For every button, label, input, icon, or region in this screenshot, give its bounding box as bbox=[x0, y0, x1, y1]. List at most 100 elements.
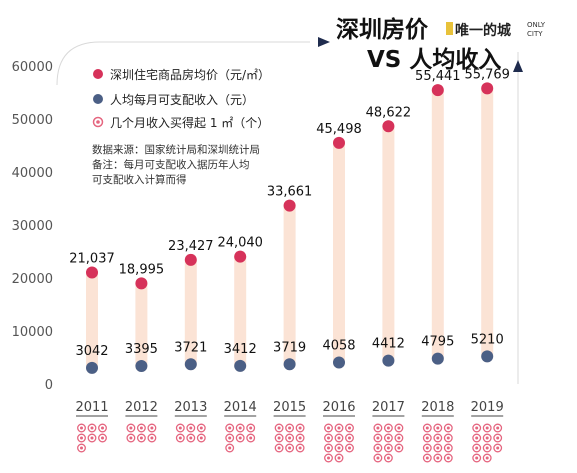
income-point bbox=[234, 359, 247, 372]
range-bars bbox=[86, 82, 494, 374]
brand-tag-bottom: CITY bbox=[527, 30, 543, 38]
price-point bbox=[481, 82, 494, 95]
price-value-label: 55,441 bbox=[415, 69, 461, 84]
month-ring-dot bbox=[327, 426, 330, 430]
month-ring-dot bbox=[376, 426, 380, 430]
income-point bbox=[431, 352, 444, 365]
month-ring-dot bbox=[376, 436, 380, 440]
month-ring-dot bbox=[228, 436, 232, 440]
price-value-label: 23,427 bbox=[168, 239, 214, 254]
month-ring-dot bbox=[386, 436, 390, 440]
price-value-label: 33,661 bbox=[267, 185, 313, 200]
y-tick-label: 60000 bbox=[12, 60, 53, 75]
income-point bbox=[382, 354, 395, 367]
y-axis: 0 10000 20000 30000 40000 50000 60000 bbox=[12, 60, 53, 393]
month-ring-dot bbox=[129, 436, 133, 440]
income-value-label: 3042 bbox=[75, 344, 108, 359]
month-ring-dot bbox=[485, 436, 489, 440]
month-ring-dot bbox=[199, 426, 203, 430]
month-ring-dot bbox=[446, 446, 450, 450]
month-ring-dot bbox=[327, 446, 330, 450]
month-ring-dot bbox=[485, 456, 489, 460]
month-ring-dot bbox=[397, 426, 401, 430]
price-point bbox=[382, 120, 395, 133]
month-ring-dot bbox=[139, 436, 143, 440]
month-ring-dot bbox=[386, 456, 390, 460]
y-tick-label: 50000 bbox=[12, 113, 53, 128]
legend-income-label: 人均每月可支配收入（元） bbox=[110, 92, 254, 107]
month-ring-dot bbox=[348, 436, 351, 440]
legend-income-marker bbox=[93, 94, 103, 104]
income-value-label: 3719 bbox=[273, 340, 306, 355]
month-ring-dot bbox=[298, 426, 302, 430]
month-ring-dot bbox=[446, 456, 450, 460]
month-ring-dot bbox=[348, 426, 351, 430]
price-point bbox=[333, 136, 345, 149]
month-ring-dot bbox=[485, 426, 489, 430]
month-ring-dot bbox=[80, 426, 83, 430]
month-ring-dot bbox=[446, 436, 450, 440]
month-ring-dot bbox=[475, 436, 479, 440]
price-value-label: 55,769 bbox=[464, 67, 510, 82]
y-tick-label: 40000 bbox=[12, 166, 53, 181]
income-point bbox=[333, 356, 345, 369]
price-point bbox=[86, 266, 98, 279]
month-ring-dot bbox=[298, 446, 302, 450]
price-point bbox=[234, 250, 247, 263]
income-value-label: 4795 bbox=[421, 335, 454, 350]
x-axis: 2011 2012 2013 2014 2015 2016 2017 2018 2019 bbox=[75, 400, 504, 417]
month-ring-dot bbox=[475, 456, 479, 460]
brand-tag-top: ONLY bbox=[527, 21, 546, 29]
month-ring-dot bbox=[436, 436, 440, 440]
month-ring-dot bbox=[129, 426, 133, 430]
price-value-label: 45,498 bbox=[316, 122, 362, 137]
month-ring-dot bbox=[436, 456, 440, 460]
legend-months-marker-dot bbox=[96, 120, 100, 124]
month-ring-dot bbox=[199, 436, 203, 440]
income-value-label: 4058 bbox=[322, 338, 355, 353]
price-point bbox=[135, 277, 148, 290]
month-ring-dot bbox=[288, 446, 292, 450]
income-point bbox=[184, 358, 197, 371]
month-ring-dot bbox=[436, 426, 440, 430]
legend-months-label: 几个月收入买得起 1 ㎡（个） bbox=[110, 115, 269, 130]
month-ring-dot bbox=[425, 426, 429, 430]
brand-name: 唯一的城 bbox=[455, 22, 511, 39]
note-remark: 备注：每月可支配收入据历年人均 bbox=[92, 158, 250, 171]
price-value-label: 24,040 bbox=[217, 236, 263, 251]
month-ring-dot bbox=[249, 426, 253, 430]
month-ring-dot bbox=[475, 426, 479, 430]
month-ring-dot bbox=[337, 446, 341, 450]
month-ring-dot bbox=[150, 426, 154, 430]
month-ring-dot bbox=[348, 446, 351, 450]
month-ring-dot bbox=[90, 436, 94, 440]
price-value-label: 18,995 bbox=[119, 262, 165, 277]
month-ring-dot bbox=[228, 446, 232, 450]
x-tick-label: 2017 bbox=[372, 400, 405, 415]
legend-price-marker bbox=[93, 69, 103, 79]
price-point bbox=[283, 199, 296, 212]
note-source: 数据来源：国家统计局和深圳统计局 bbox=[92, 143, 260, 156]
month-ring-dot bbox=[397, 436, 401, 440]
month-ring-dot bbox=[101, 426, 104, 430]
month-ring-dot bbox=[80, 436, 83, 440]
income-value-label: 3395 bbox=[125, 342, 158, 357]
month-ring-dot bbox=[288, 436, 292, 440]
x-tick-label: 2011 bbox=[75, 400, 108, 415]
month-ring-dot bbox=[101, 436, 104, 440]
month-ring-dot bbox=[249, 436, 253, 440]
price-point bbox=[184, 253, 197, 266]
chart-frame bbox=[56, 41, 519, 384]
month-ring-dot bbox=[425, 436, 429, 440]
y-tick-label: 20000 bbox=[12, 272, 53, 287]
x-tick-label: 2012 bbox=[125, 400, 158, 415]
y-tick-label: 0 bbox=[45, 378, 53, 393]
month-ring-dot bbox=[189, 426, 193, 430]
note-remark-cont: 可支配收入计算而得 bbox=[92, 173, 187, 186]
data-points: 21,037 3042 18,995 3395 23,427 3721 24,040 3412… bbox=[69, 67, 510, 374]
month-ring-dot bbox=[277, 426, 281, 430]
income-value-label: 3412 bbox=[224, 342, 257, 357]
month-ring-dot bbox=[376, 446, 380, 450]
x-tick-label: 2016 bbox=[322, 400, 355, 415]
